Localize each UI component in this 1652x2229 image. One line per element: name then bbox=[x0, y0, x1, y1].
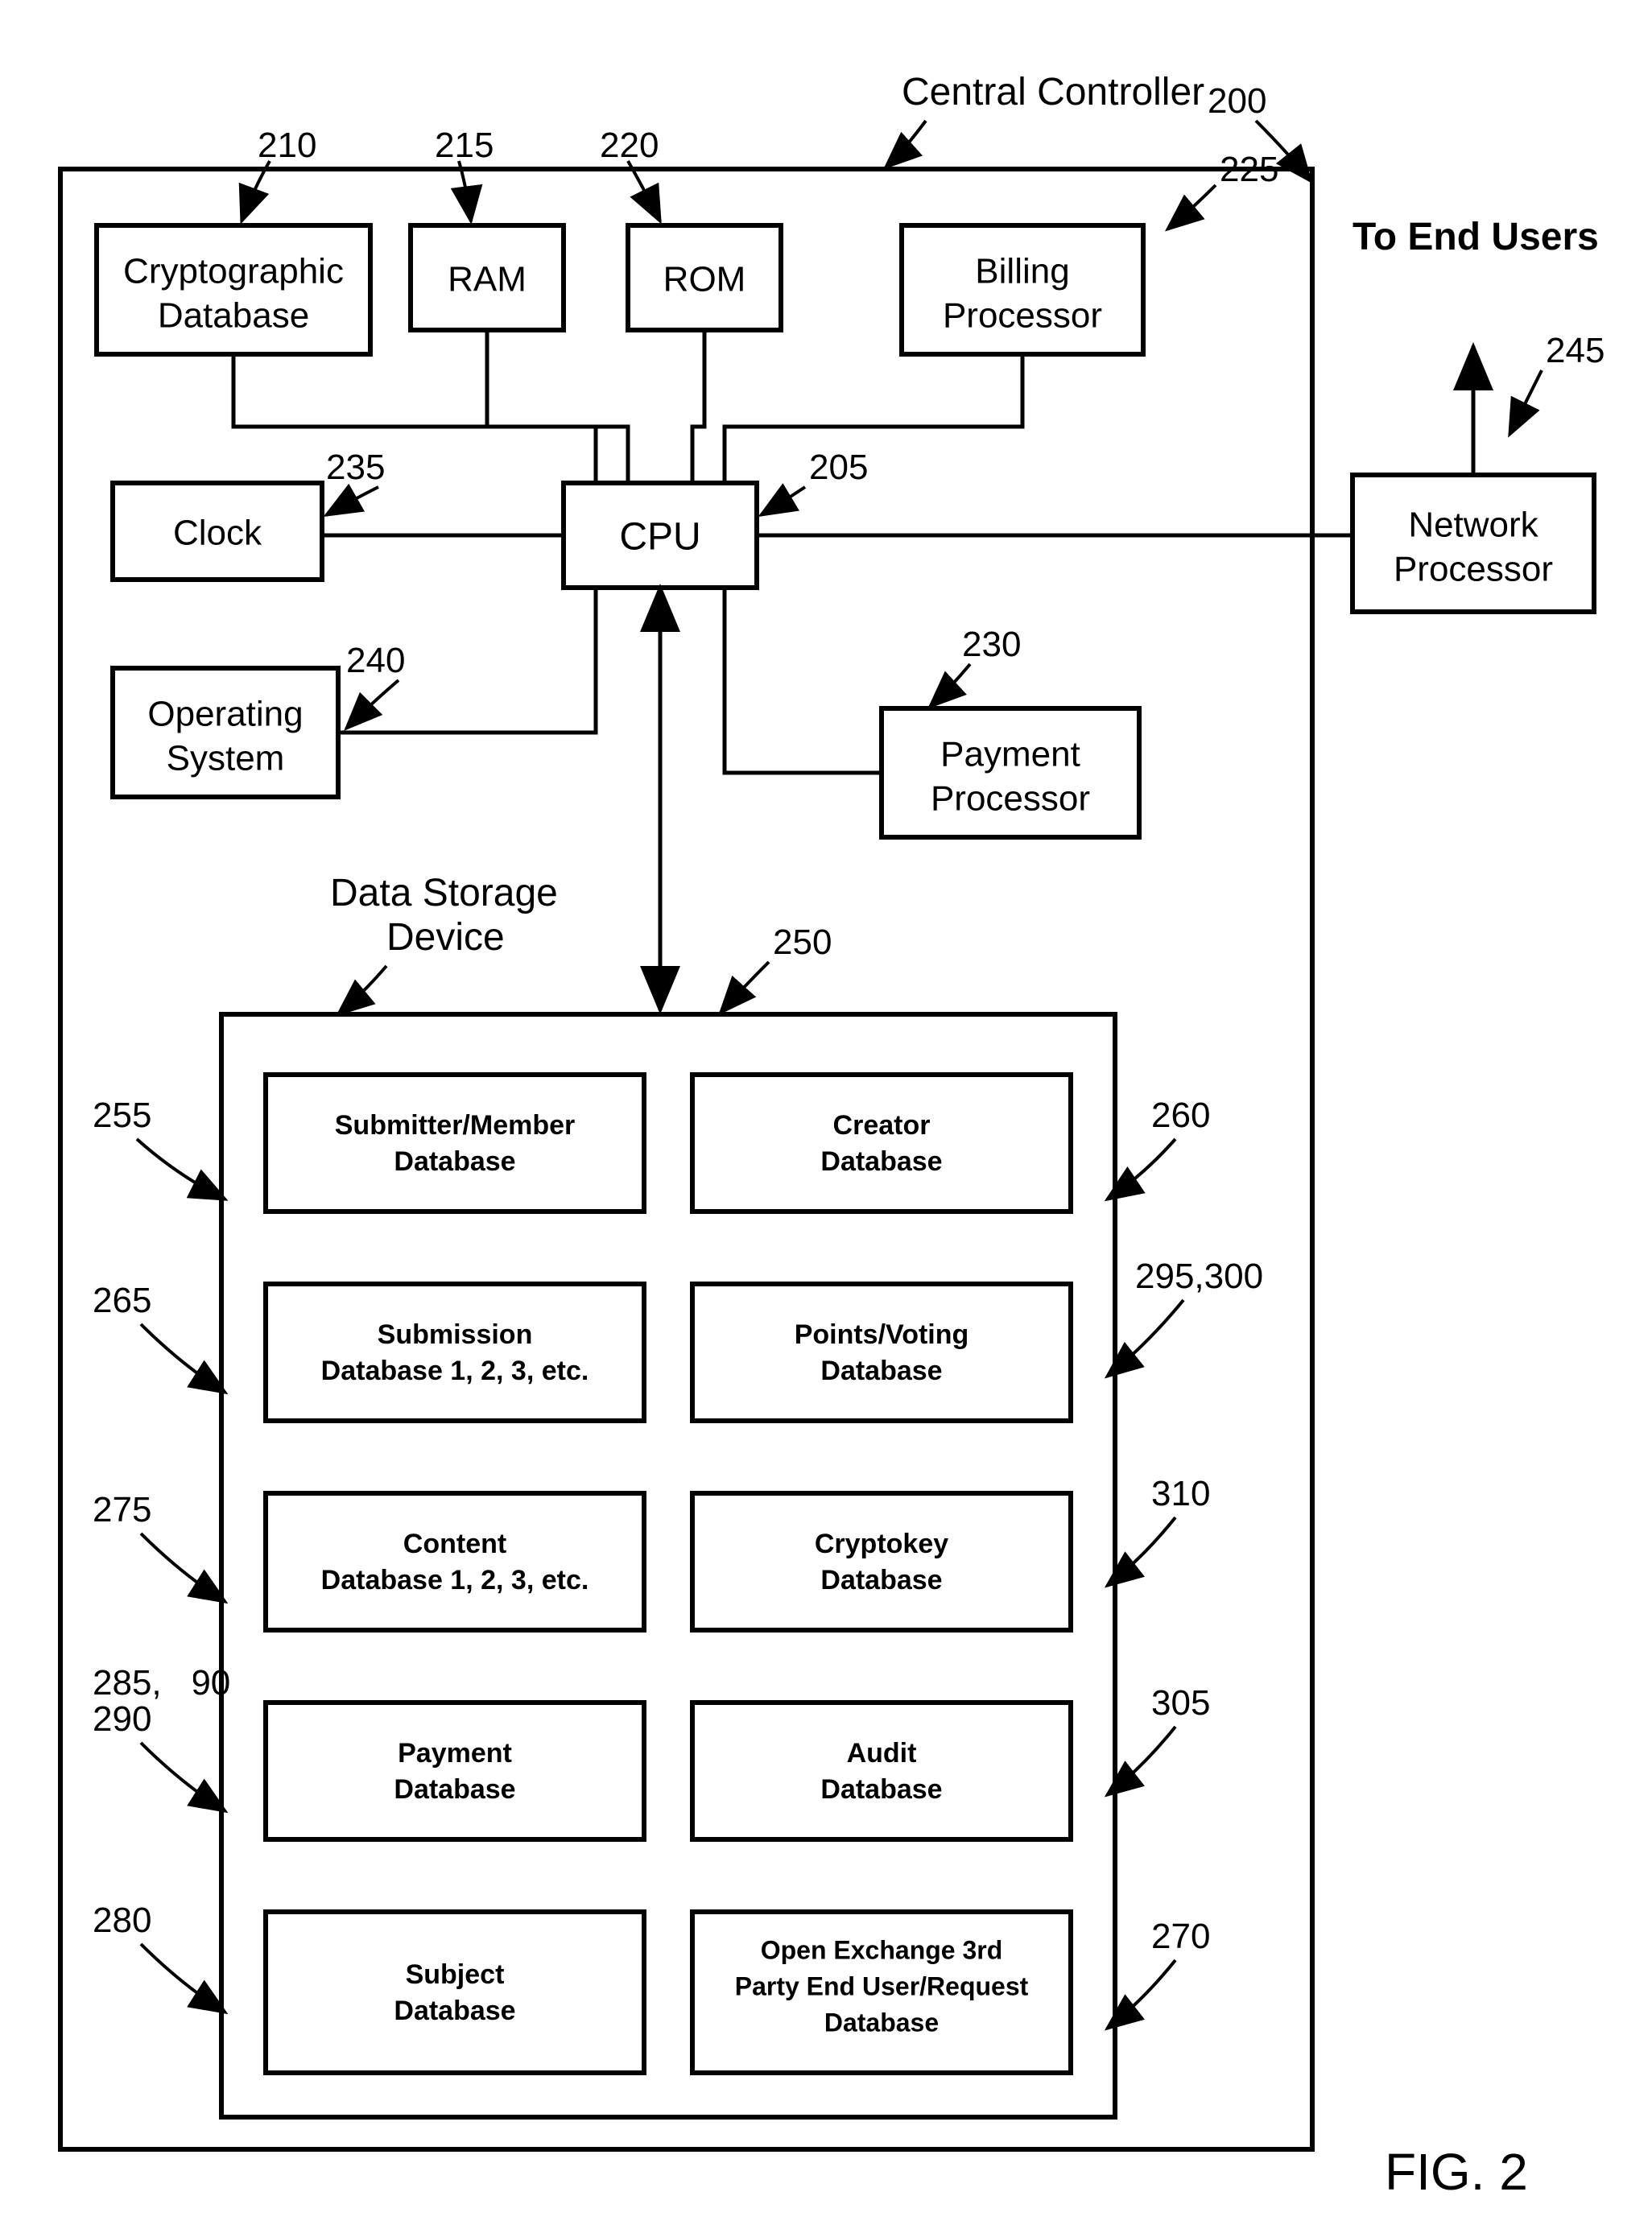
billing-l1: Billing bbox=[975, 252, 1069, 291]
conn-ram-cpu bbox=[487, 330, 628, 483]
paymentdb-l2: Database bbox=[394, 1774, 515, 1805]
openex-l2: Party End User/Request bbox=[735, 1971, 1029, 2000]
storage-label-l1: Data Storage bbox=[330, 872, 558, 914]
cryptokey-l1: Cryptokey bbox=[815, 1529, 948, 1559]
cpu-l1: CPU bbox=[619, 516, 700, 559]
conn-cpu-payment bbox=[725, 588, 882, 773]
conn-rom-cpu bbox=[692, 330, 704, 483]
arrow-250 bbox=[721, 962, 769, 1013]
submission-l2: Database 1, 2, 3, etc. bbox=[321, 1356, 589, 1386]
conn-billing-cpu bbox=[725, 354, 1022, 483]
os-l2: System bbox=[167, 739, 285, 778]
creator-l1: Creator bbox=[833, 1110, 931, 1141]
arrow-205 bbox=[761, 487, 805, 515]
arrow-295 bbox=[1107, 1300, 1183, 1377]
payment-db-box bbox=[266, 1703, 644, 1839]
ref-260: 260 bbox=[1151, 1096, 1210, 1135]
arrow-265 bbox=[141, 1324, 225, 1393]
arrow-230 bbox=[930, 664, 970, 707]
ref-305: 305 bbox=[1151, 1683, 1210, 1723]
cryptokey-l2: Database bbox=[820, 1565, 942, 1595]
creator-l2: Database bbox=[820, 1146, 942, 1177]
submission-db-box bbox=[266, 1284, 644, 1421]
ref-240: 240 bbox=[346, 641, 405, 680]
arrow-275 bbox=[141, 1533, 225, 1602]
ref-275: 275 bbox=[93, 1490, 151, 1529]
ref-215: 215 bbox=[435, 126, 494, 165]
cryptokey-db-box bbox=[692, 1493, 1071, 1630]
ref-245: 245 bbox=[1546, 331, 1605, 370]
arrow-280 bbox=[141, 1944, 225, 2012]
ref-280: 280 bbox=[93, 1901, 151, 1940]
points-l1: Points/Voting bbox=[795, 1319, 969, 1350]
conn-crypto-cpu bbox=[233, 354, 596, 483]
arrow-storage-label bbox=[338, 966, 386, 1014]
crypto-db-l2: Database bbox=[158, 296, 309, 336]
ref-255: 255 bbox=[93, 1096, 151, 1135]
content-db-box bbox=[266, 1493, 644, 1630]
ref-230: 230 bbox=[962, 625, 1021, 664]
central-controller-label: Central Controller bbox=[902, 71, 1204, 114]
network-l1: Network bbox=[1408, 506, 1538, 545]
arrow-225 bbox=[1167, 185, 1216, 229]
to-end-users-label: To End Users bbox=[1353, 216, 1599, 258]
arrow-240 bbox=[346, 680, 399, 729]
ref-270: 270 bbox=[1151, 1917, 1210, 1956]
content-l1: Content bbox=[403, 1529, 506, 1559]
audit-db-box bbox=[692, 1703, 1071, 1839]
audit-l1: Audit bbox=[847, 1738, 917, 1769]
arrow-285 bbox=[141, 1743, 225, 1811]
ref-285: 285, bbox=[93, 1663, 162, 1703]
openex-l1: Open Exchange 3rd bbox=[761, 1935, 1003, 1964]
subject-l2: Database bbox=[394, 1996, 515, 2026]
ref-205: 205 bbox=[809, 448, 868, 487]
storage-label-l2: Device bbox=[386, 916, 505, 959]
crypto-db-l1: Cryptographic bbox=[123, 252, 344, 291]
submitter-db-box bbox=[266, 1075, 644, 1212]
billing-l2: Processor bbox=[943, 296, 1102, 336]
ref-220: 220 bbox=[600, 126, 659, 165]
openex-l3: Database bbox=[824, 2008, 939, 2037]
ref-225: 225 bbox=[1220, 150, 1278, 189]
payment-l2: Processor bbox=[931, 779, 1090, 819]
central-controller-box bbox=[60, 169, 1312, 2149]
arrow-255 bbox=[137, 1139, 225, 1199]
clock-l1: Clock bbox=[173, 514, 262, 553]
submitter-l2: Database bbox=[394, 1146, 515, 1177]
ref-290: 290 bbox=[93, 1699, 151, 1739]
os-l1: Operating bbox=[147, 695, 303, 734]
ram-l1: RAM bbox=[448, 260, 527, 299]
submission-l1: Submission bbox=[378, 1319, 533, 1350]
content-l2: Database 1, 2, 3, etc. bbox=[321, 1565, 589, 1595]
figure-label: FIG. 2 bbox=[1385, 2143, 1528, 2201]
subject-db-box bbox=[266, 1912, 644, 2073]
audit-l2: Database bbox=[820, 1774, 942, 1805]
paymentdb-l1: Payment bbox=[398, 1738, 512, 1769]
points-db-box bbox=[692, 1284, 1071, 1421]
subject-l1: Subject bbox=[406, 1959, 505, 1990]
network-l2: Processor bbox=[1394, 550, 1553, 589]
arrow-245 bbox=[1510, 370, 1542, 435]
ref-250: 250 bbox=[773, 923, 832, 962]
submitter-l1: Submitter/Member bbox=[335, 1110, 576, 1141]
arrow-235 bbox=[326, 487, 378, 515]
points-l2: Database bbox=[820, 1356, 942, 1386]
arrow-central-controller bbox=[886, 121, 926, 167]
ref-235: 235 bbox=[326, 448, 385, 487]
payment-l1: Payment bbox=[940, 735, 1080, 774]
rom-l1: ROM bbox=[663, 260, 746, 299]
ref-200: 200 bbox=[1208, 81, 1266, 121]
ref-310: 310 bbox=[1151, 1474, 1210, 1513]
ref-265: 265 bbox=[93, 1281, 151, 1320]
ref-295-300: 295,300 bbox=[1135, 1257, 1263, 1296]
creator-db-box bbox=[692, 1075, 1071, 1212]
ref-210: 210 bbox=[258, 126, 316, 165]
